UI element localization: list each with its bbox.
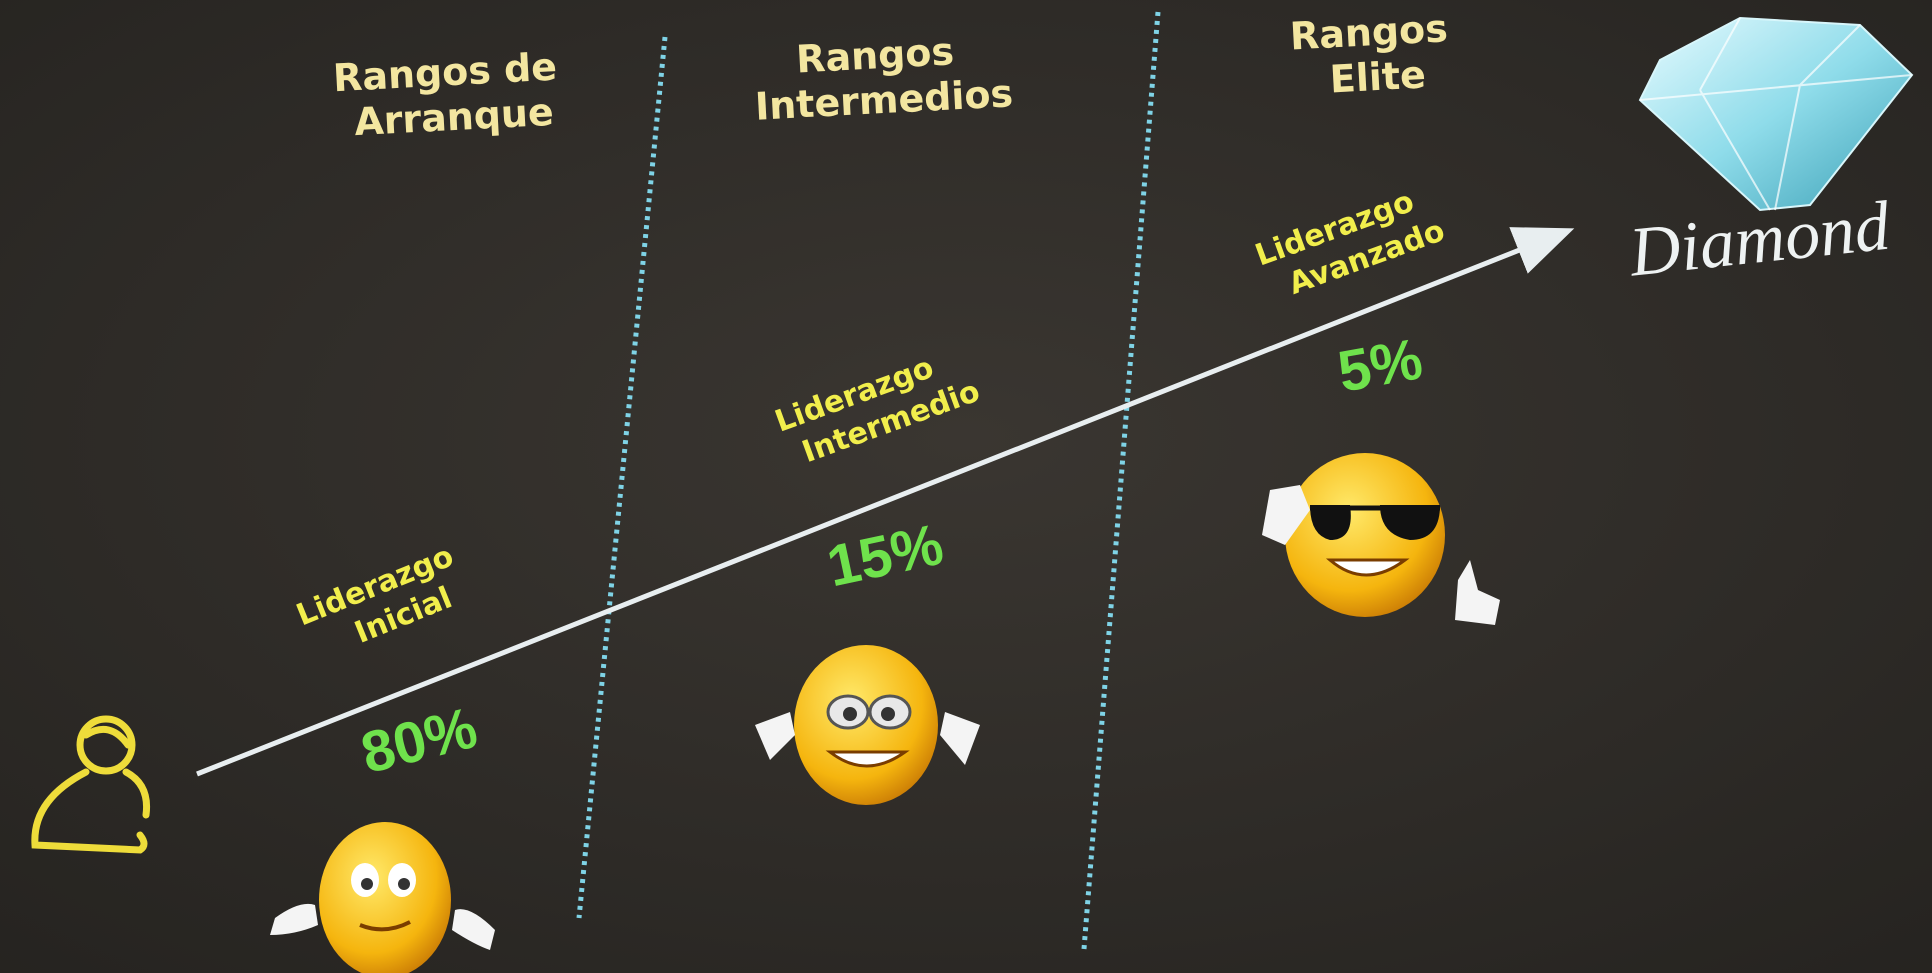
background: [0, 0, 1932, 973]
slide: Diamond Rangos de Arranque Rangos Interm…: [0, 0, 1932, 973]
column-title: Rangos de Arranque: [332, 44, 574, 145]
title-line: Elite: [1329, 52, 1427, 101]
title-line: Rangos: [1289, 6, 1449, 58]
title-line: Rangos: [795, 29, 955, 81]
page: Diamond Rangos de Arranque Rangos Interm…: [0, 0, 1932, 973]
